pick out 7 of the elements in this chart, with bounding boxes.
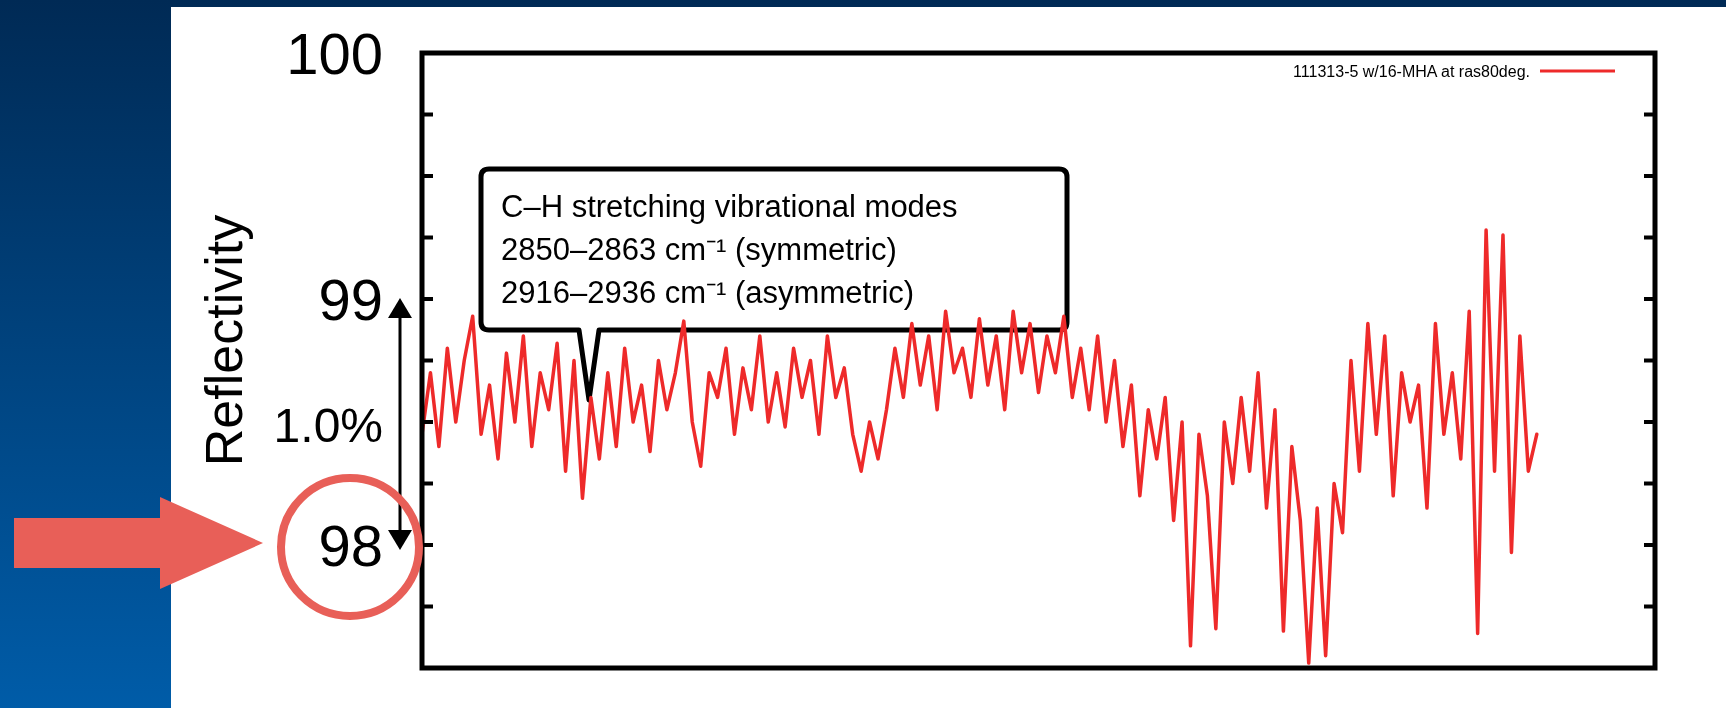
y-tick-label: 98	[318, 512, 383, 578]
y-tick-label: 99	[318, 266, 383, 332]
text: 1.0%	[273, 398, 383, 452]
y-axis-title: Reflectivity	[195, 214, 253, 467]
y-tick-label: 100	[286, 20, 383, 86]
legend-label: 111313-5 w/16-MHA at ras80deg.	[1293, 62, 1530, 80]
annotation: C–H stretching vibrational modes 2850–2863 cm⁻¹ (symmetric) 2916–2936 cm⁻¹ (asymmetric)	[501, 189, 958, 310]
